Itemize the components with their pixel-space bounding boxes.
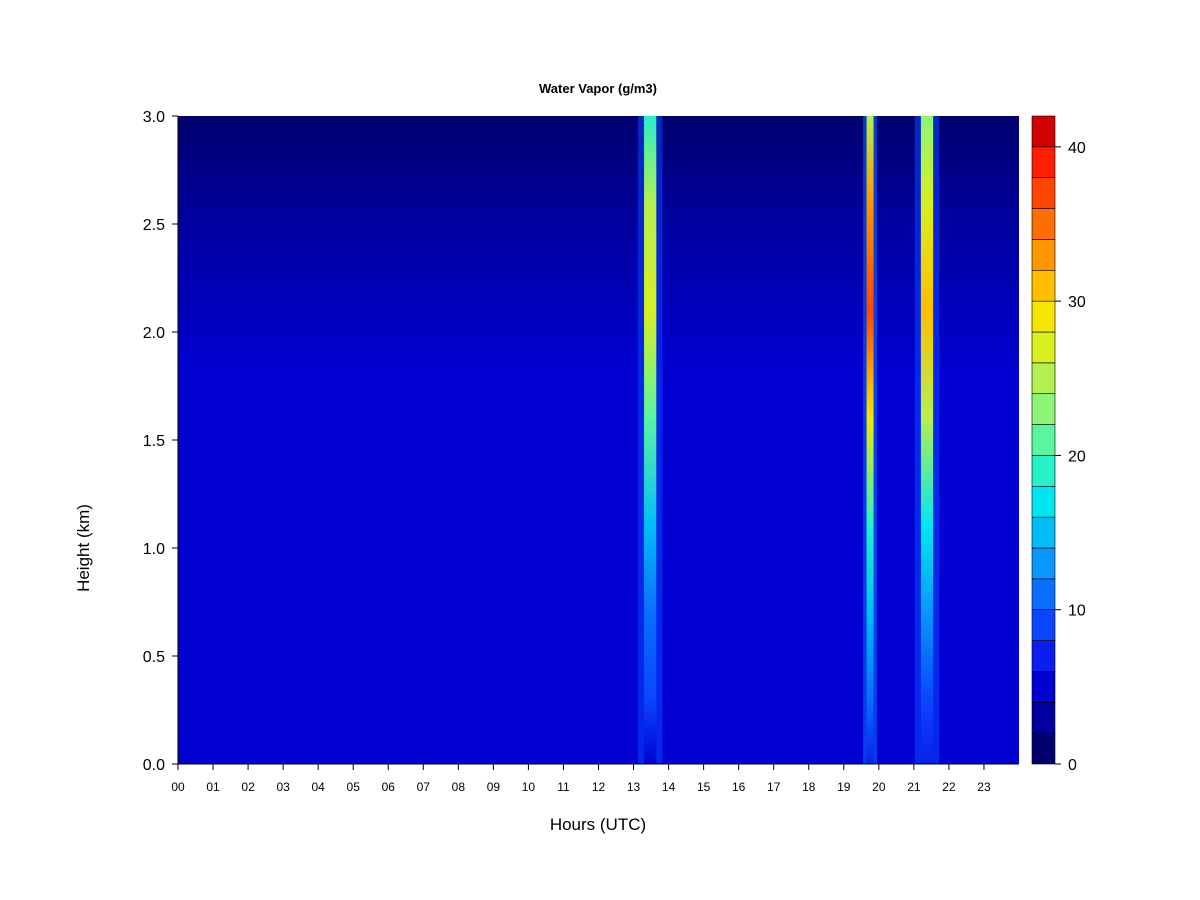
x-tick-label: 11 (557, 780, 570, 794)
colorbar-segment (1031, 516, 1056, 549)
x-tick-label: 14 (662, 780, 676, 794)
colorbar-segment (1031, 393, 1056, 425)
x-tick-label: 19 (837, 780, 851, 794)
colorbar-tick-label: 20 (1068, 448, 1086, 465)
x-tick-label: 23 (977, 780, 991, 794)
colorbar-segment (1031, 547, 1056, 580)
moist-band (644, 116, 657, 764)
x-tick-label: 05 (347, 780, 361, 794)
colorbar-segment (1031, 300, 1056, 333)
colorbar-segment (1031, 146, 1056, 179)
chart-title: Water Vapor (g/m3) (539, 81, 657, 96)
x-axis: 00 01 02 03 04 05 06 07 08 09 10 11 12 13 14 15 16 17 18 19… (171, 763, 1019, 794)
x-tick-label: 06 (382, 780, 396, 794)
x-tick-label: 13 (627, 780, 641, 794)
x-tick-label: 03 (276, 780, 290, 794)
colorbar-tick-label: 10 (1068, 603, 1086, 620)
y-axis: 0.0 0.5 1.0 1.5 2.0 2.5 3.0 (143, 109, 179, 774)
x-tick-label: 10 (522, 780, 536, 794)
colorbar-segment (1031, 208, 1056, 240)
x-tick-label: 15 (697, 780, 711, 794)
colorbar-segment (1031, 424, 1056, 456)
y-tick-label: 1.5 (143, 433, 165, 450)
x-tick-label: 16 (732, 780, 746, 794)
x-tick-label: 18 (802, 780, 816, 794)
colorbar-tick-label: 40 (1068, 140, 1086, 157)
y-tick-label: 3.0 (143, 109, 165, 126)
colorbar-tick-label: 0 (1068, 757, 1077, 774)
colorbar-segment (1031, 485, 1056, 518)
x-tick-label: 22 (942, 780, 956, 794)
y-tick-label: 0.0 (143, 757, 165, 774)
colorbar-segment (1031, 331, 1056, 364)
x-tick-label: 12 (592, 780, 606, 794)
x-axis-label: Hours (UTC) (550, 815, 646, 834)
x-tick-label: 17 (767, 780, 781, 794)
heatmap-background (178, 116, 1019, 764)
x-tick-label: 07 (417, 780, 431, 794)
colorbar-segment (1031, 269, 1056, 302)
colorbar-segment (1031, 671, 1056, 703)
y-tick-label: 1.0 (143, 541, 165, 558)
colorbar-segment (1031, 609, 1056, 641)
x-tick-label: 20 (872, 780, 886, 794)
colorbar-tick-label: 30 (1068, 294, 1086, 311)
x-tick-label: 00 (171, 780, 185, 794)
moist-band (866, 116, 874, 764)
y-axis-label: Height (km) (74, 504, 93, 592)
colorbar-segment (1031, 239, 1056, 271)
moist-bands (637, 116, 940, 764)
colorbar-segment (1031, 115, 1056, 148)
colorbar-segment (1031, 578, 1056, 611)
x-tick-label: 02 (241, 780, 255, 794)
x-tick-label: 21 (907, 780, 921, 794)
colorbar-segment (1031, 177, 1056, 209)
x-tick-label: 01 (206, 780, 220, 794)
x-tick-label: 08 (452, 780, 466, 794)
colorbar-segment (1031, 362, 1056, 395)
colorbar-segment (1031, 640, 1056, 672)
colorbar: 0 10 20 30 40 (1031, 115, 1086, 774)
colorbar-segment (1031, 455, 1056, 487)
colorbar-segment (1031, 701, 1056, 734)
x-tick-label: 09 (487, 780, 501, 794)
plot-area (178, 116, 1019, 764)
y-tick-label: 2.5 (143, 217, 165, 234)
y-tick-label: 0.5 (143, 649, 165, 666)
moist-band (920, 116, 934, 764)
y-tick-label: 2.0 (143, 325, 165, 342)
colorbar-segment (1031, 732, 1056, 765)
x-tick-label: 04 (311, 780, 325, 794)
